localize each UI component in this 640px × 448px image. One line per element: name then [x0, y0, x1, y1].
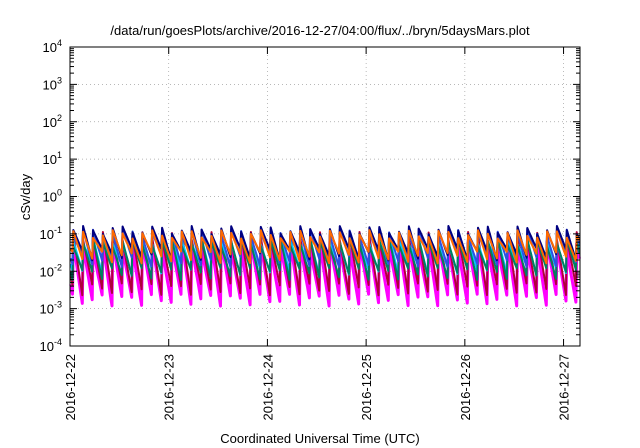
series-line — [69, 229, 581, 265]
y-tick-label: 104 — [43, 38, 62, 55]
y-tick-label: 10-3 — [40, 300, 62, 317]
series-line — [69, 237, 581, 281]
x-tick-label: 2016-12-24 — [260, 354, 275, 421]
x-tick-label: 2016-12-26 — [458, 354, 473, 421]
chart-title: /data/run/goesPlots/archive/2016-12-27/0… — [110, 23, 530, 38]
x-tick-label: 2016-12-25 — [359, 354, 374, 421]
tick-labels: 10-4 10-3 10-2 10-1 100 101 102 103 104 2016-12-2… — [40, 38, 572, 421]
y-tick-label: 103 — [43, 75, 62, 92]
x-axis-label: Coordinated Universal Time (UTC) — [220, 431, 419, 446]
y-tick-label: 10-2 — [40, 262, 62, 279]
y-tick-label: 102 — [43, 113, 62, 130]
y-tick-label: 100 — [43, 188, 62, 205]
y-tick-label: 10-4 — [40, 337, 62, 354]
grid — [69, 47, 580, 346]
series-layer — [69, 225, 581, 308]
y-tick-label: 10-1 — [40, 225, 62, 242]
x-tick-label: 2016-12-23 — [162, 354, 177, 421]
y-axis-label: cSv/day — [18, 173, 33, 220]
x-tick-label: 2016-12-22 — [63, 354, 78, 421]
x-tick-label: 2016-12-27 — [557, 354, 572, 421]
ticks — [69, 46, 580, 347]
y-tick-label: 101 — [43, 150, 62, 167]
